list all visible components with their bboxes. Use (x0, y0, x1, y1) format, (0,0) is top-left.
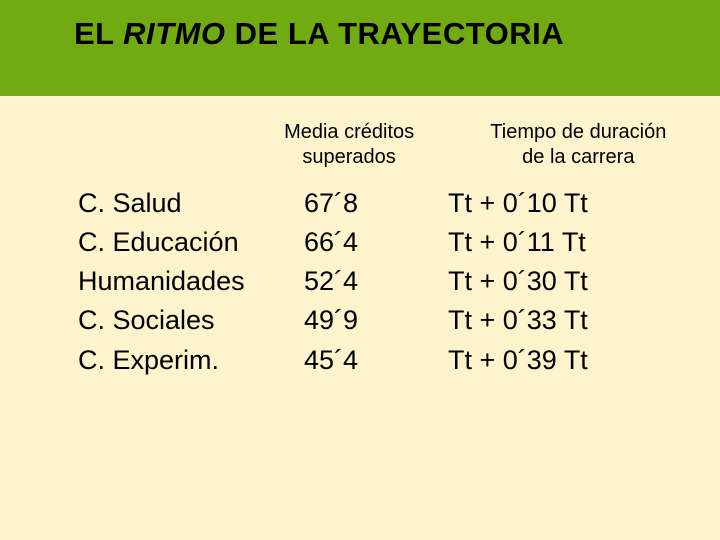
content-area: Media créditos superados Tiempo de durac… (0, 96, 720, 380)
title-post: DE LA TRAYECTORIA (226, 16, 565, 51)
title-italic: RITMO (123, 16, 225, 51)
header-duration-line1: Tiempo de duración (479, 120, 678, 145)
title-pre: EL (74, 16, 123, 51)
table-row: C. Educación 66´4 Tt + 0´11 Tt (78, 223, 678, 262)
header-duration-line2: de la carrera (479, 145, 678, 170)
row-gap (370, 184, 448, 223)
header-credits-line1: Media créditos (269, 120, 428, 145)
category-cell: C. Sociales (78, 301, 270, 340)
column-headers: Media créditos superados Tiempo de durac… (78, 120, 678, 170)
row-gap (370, 301, 448, 340)
table-row: C. Sociales 49´9 Tt + 0´33 Tt (78, 301, 678, 340)
duration-cell: Tt + 0´33 Tt (448, 301, 678, 340)
credits-cell: 52´4 (270, 262, 370, 301)
credits-cell: 66´4 (270, 223, 370, 262)
credits-cell: 67´8 (270, 184, 370, 223)
title-bar: EL RITMO DE LA TRAYECTORIA (0, 0, 720, 96)
duration-cell: Tt + 0´39 Tt (448, 341, 678, 380)
category-cell: C. Salud (78, 184, 270, 223)
duration-cell: Tt + 0´11 Tt (448, 223, 678, 262)
category-cell: Humanidades (78, 262, 270, 301)
header-duration: Tiempo de duración de la carrera (479, 120, 678, 170)
header-spacer (78, 120, 269, 170)
table-row: Humanidades 52´4 Tt + 0´30 Tt (78, 262, 678, 301)
header-credits-line2: superados (269, 145, 428, 170)
category-cell: C. Educación (78, 223, 270, 262)
header-credits: Media créditos superados (269, 120, 428, 170)
row-gap (370, 341, 448, 380)
row-gap (370, 262, 448, 301)
table-row: C. Salud 67´8 Tt + 0´10 Tt (78, 184, 678, 223)
credits-cell: 49´9 (270, 301, 370, 340)
duration-cell: Tt + 0´10 Tt (448, 184, 678, 223)
category-cell: C. Experim. (78, 341, 270, 380)
page-title: EL RITMO DE LA TRAYECTORIA (0, 16, 720, 52)
duration-cell: Tt + 0´30 Tt (448, 262, 678, 301)
row-gap (370, 223, 448, 262)
table-row: C. Experim. 45´4 Tt + 0´39 Tt (78, 341, 678, 380)
header-gap (429, 120, 479, 170)
credits-cell: 45´4 (270, 341, 370, 380)
